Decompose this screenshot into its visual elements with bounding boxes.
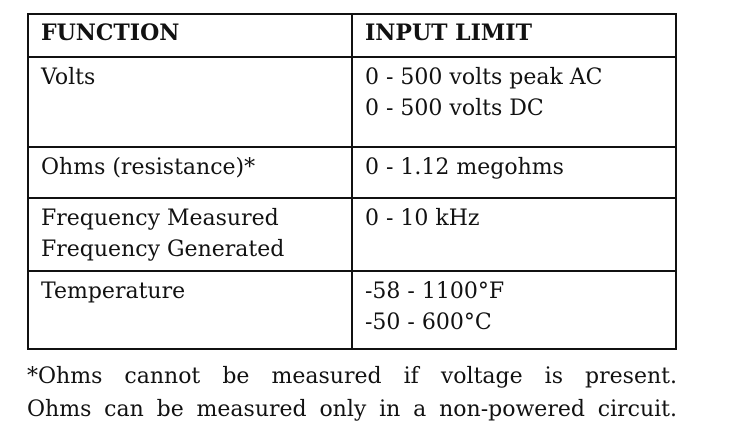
cell-line: 0 - 500 volts DC: [365, 96, 544, 121]
table-row: Temperature -58 - 1100°F -50 - 600°C: [27, 270, 677, 350]
table-cell: Volts: [27, 56, 353, 148]
cell-line: Temperature: [41, 279, 186, 304]
table-row: Volts 0 - 500 volts peak AC 0 - 500 volts …: [27, 56, 677, 148]
cell-line: 0 - 500 volts peak AC: [365, 65, 603, 90]
header-cell: FUNCTION: [27, 13, 353, 58]
table-cell: Temperature: [27, 270, 353, 350]
cell-line: Frequency Measured: [41, 206, 279, 231]
table-row: Ohms (resistance)* 0 - 1.12 megohms: [27, 146, 677, 199]
cell-line: -50 - 600°C: [365, 310, 492, 335]
cell-line: Ohms (resistance)*: [41, 155, 256, 180]
header-cell: INPUT LIMIT: [351, 13, 677, 58]
cell-line: -58 - 1100°F: [365, 279, 505, 304]
footnote-line: Ohms can be measured only in a non-power…: [27, 397, 677, 422]
table-cell: -58 - 1100°F -50 - 600°C: [351, 270, 677, 350]
cell-line: Volts: [41, 65, 96, 90]
cell-line: Frequency Generated: [41, 237, 285, 262]
cell-line: 0 - 1.12 megohms: [365, 155, 564, 180]
table-cell: Frequency Measured Frequency Generated: [27, 197, 353, 272]
table-cell: 0 - 500 volts peak AC 0 - 500 volts DC: [351, 56, 677, 148]
footnote-line: *Ohms cannot be measured if voltage is p…: [27, 364, 677, 389]
table-cell: 0 - 1.12 megohms: [351, 146, 677, 199]
header-row: FUNCTION INPUT LIMIT: [27, 13, 677, 58]
cell-line: 0 - 10 kHz: [365, 206, 480, 231]
table-row: Frequency Measured Frequency Generated 0 -…: [27, 197, 677, 272]
footnote: *Ohms cannot be measured if voltage is p…: [27, 360, 677, 426]
spec-table: FUNCTION INPUT LIMIT Volts 0 - 500 volts …: [27, 13, 677, 350]
table-body: Volts 0 - 500 volts peak AC 0 - 500 volts …: [27, 56, 677, 350]
table-cell: Ohms (resistance)*: [27, 146, 353, 199]
table-cell: 0 - 10 kHz: [351, 197, 677, 272]
